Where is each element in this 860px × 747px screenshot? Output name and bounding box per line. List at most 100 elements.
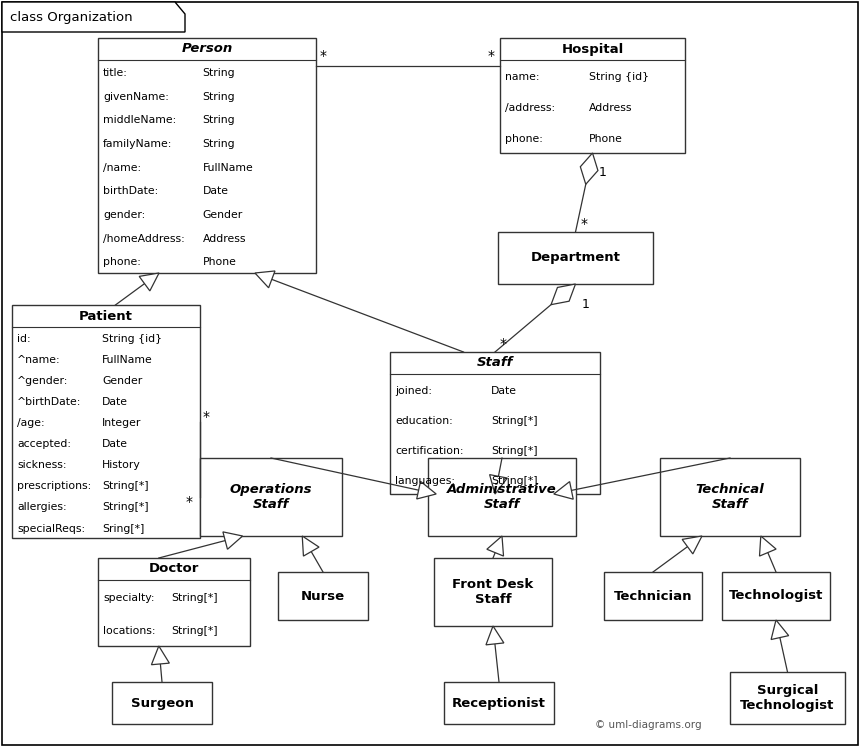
Bar [434,558,552,626]
Text: specialty:: specialty: [103,593,155,603]
Text: ^name:: ^name: [17,355,60,365]
Polygon shape [759,536,776,556]
Polygon shape [255,271,275,288]
Polygon shape [417,481,436,499]
Text: Department: Department [531,252,620,264]
Bar [98,38,316,273]
Text: String[*]: String[*] [491,415,538,426]
Text: locations:: locations: [103,626,156,636]
Text: Surgical
Technologist: Surgical Technologist [740,684,835,712]
Text: /address:: /address: [505,103,555,113]
Text: Phone: Phone [203,258,236,267]
Polygon shape [487,536,503,556]
Text: /homeAddress:: /homeAddress: [103,234,185,244]
Text: String[*]: String[*] [171,626,218,636]
Polygon shape [551,284,575,305]
Text: gender:: gender: [103,210,145,220]
Bar [498,232,653,284]
Text: Date: Date [102,397,128,407]
Text: Technologist: Technologist [728,589,823,603]
Text: String[*]: String[*] [102,481,149,492]
Text: Front Desk
Staff: Front Desk Staff [452,578,533,606]
Text: String: String [203,115,236,125]
Text: *: * [186,495,193,509]
Polygon shape [554,482,574,499]
Polygon shape [2,2,185,32]
Text: name:: name: [505,72,539,82]
Text: Sring[*]: Sring[*] [102,524,144,533]
Text: Date: Date [491,385,517,395]
Text: Operations
Staff: Operations Staff [230,483,312,511]
Text: accepted:: accepted: [17,439,71,449]
Text: familyName:: familyName: [103,139,172,149]
Text: String[*]: String[*] [491,445,538,456]
Text: FullName: FullName [102,355,153,365]
Bar [390,352,600,494]
Text: /name:: /name: [103,163,141,173]
Text: Hospital: Hospital [562,43,624,55]
Text: *: * [580,217,587,231]
Text: String: String [203,68,236,78]
Text: phone:: phone: [505,134,543,144]
Polygon shape [223,532,243,549]
Text: String[*]: String[*] [491,476,538,486]
Text: String: String [203,139,236,149]
Text: String {id}: String {id} [589,72,648,82]
Text: Patient: Patient [79,309,133,323]
Text: 1: 1 [581,297,589,311]
Text: Surgeon: Surgeon [131,696,194,710]
Bar [112,682,212,724]
Bar [12,305,200,538]
Text: 1: 1 [599,167,606,179]
Text: ^gender:: ^gender: [17,376,69,385]
Text: prescriptions:: prescriptions: [17,481,91,492]
Polygon shape [486,626,504,645]
Text: Receptionist: Receptionist [452,696,546,710]
Bar [428,458,576,536]
Text: String {id}: String {id} [102,334,163,344]
Text: Technician: Technician [614,589,692,603]
Text: birthDate:: birthDate: [103,186,158,196]
Text: specialReqs:: specialReqs: [17,524,85,533]
Text: Gender: Gender [203,210,243,220]
Text: middleName:: middleName: [103,115,176,125]
Text: ^birthDate:: ^birthDate: [17,397,82,407]
Text: Technical
Staff: Technical Staff [696,483,765,511]
Text: String: String [203,92,236,102]
Text: String[*]: String[*] [102,503,149,512]
Text: Phone: Phone [589,134,623,144]
Text: © uml-diagrams.org: © uml-diagrams.org [595,720,702,730]
Text: class Organization: class Organization [10,10,132,23]
Text: certification:: certification: [395,445,464,456]
Text: String[*]: String[*] [171,593,218,603]
Text: *: * [500,337,507,351]
Text: Person: Person [181,43,232,55]
Text: FullName: FullName [203,163,254,173]
Bar [722,572,830,620]
Text: *: * [488,49,495,63]
Bar [200,458,342,536]
Text: title:: title: [103,68,128,78]
Text: Administrative
Staff: Administrative Staff [447,483,557,511]
Text: joined:: joined: [395,385,432,395]
Polygon shape [139,273,159,291]
Bar [444,682,554,724]
Text: *: * [203,409,210,424]
Text: allergies:: allergies: [17,503,66,512]
Text: Staff: Staff [476,356,513,370]
Polygon shape [489,474,507,494]
Text: *: * [320,49,327,63]
Text: History: History [102,460,141,470]
Text: Nurse: Nurse [301,589,345,603]
Bar [604,572,702,620]
Bar [278,572,368,620]
Text: givenName:: givenName: [103,92,169,102]
Polygon shape [771,620,789,639]
Polygon shape [682,536,702,554]
Polygon shape [580,153,598,185]
Bar [98,558,250,646]
Text: Date: Date [203,186,229,196]
Text: Integer: Integer [102,418,142,428]
Bar [500,38,685,153]
Text: languages:: languages: [395,476,455,486]
